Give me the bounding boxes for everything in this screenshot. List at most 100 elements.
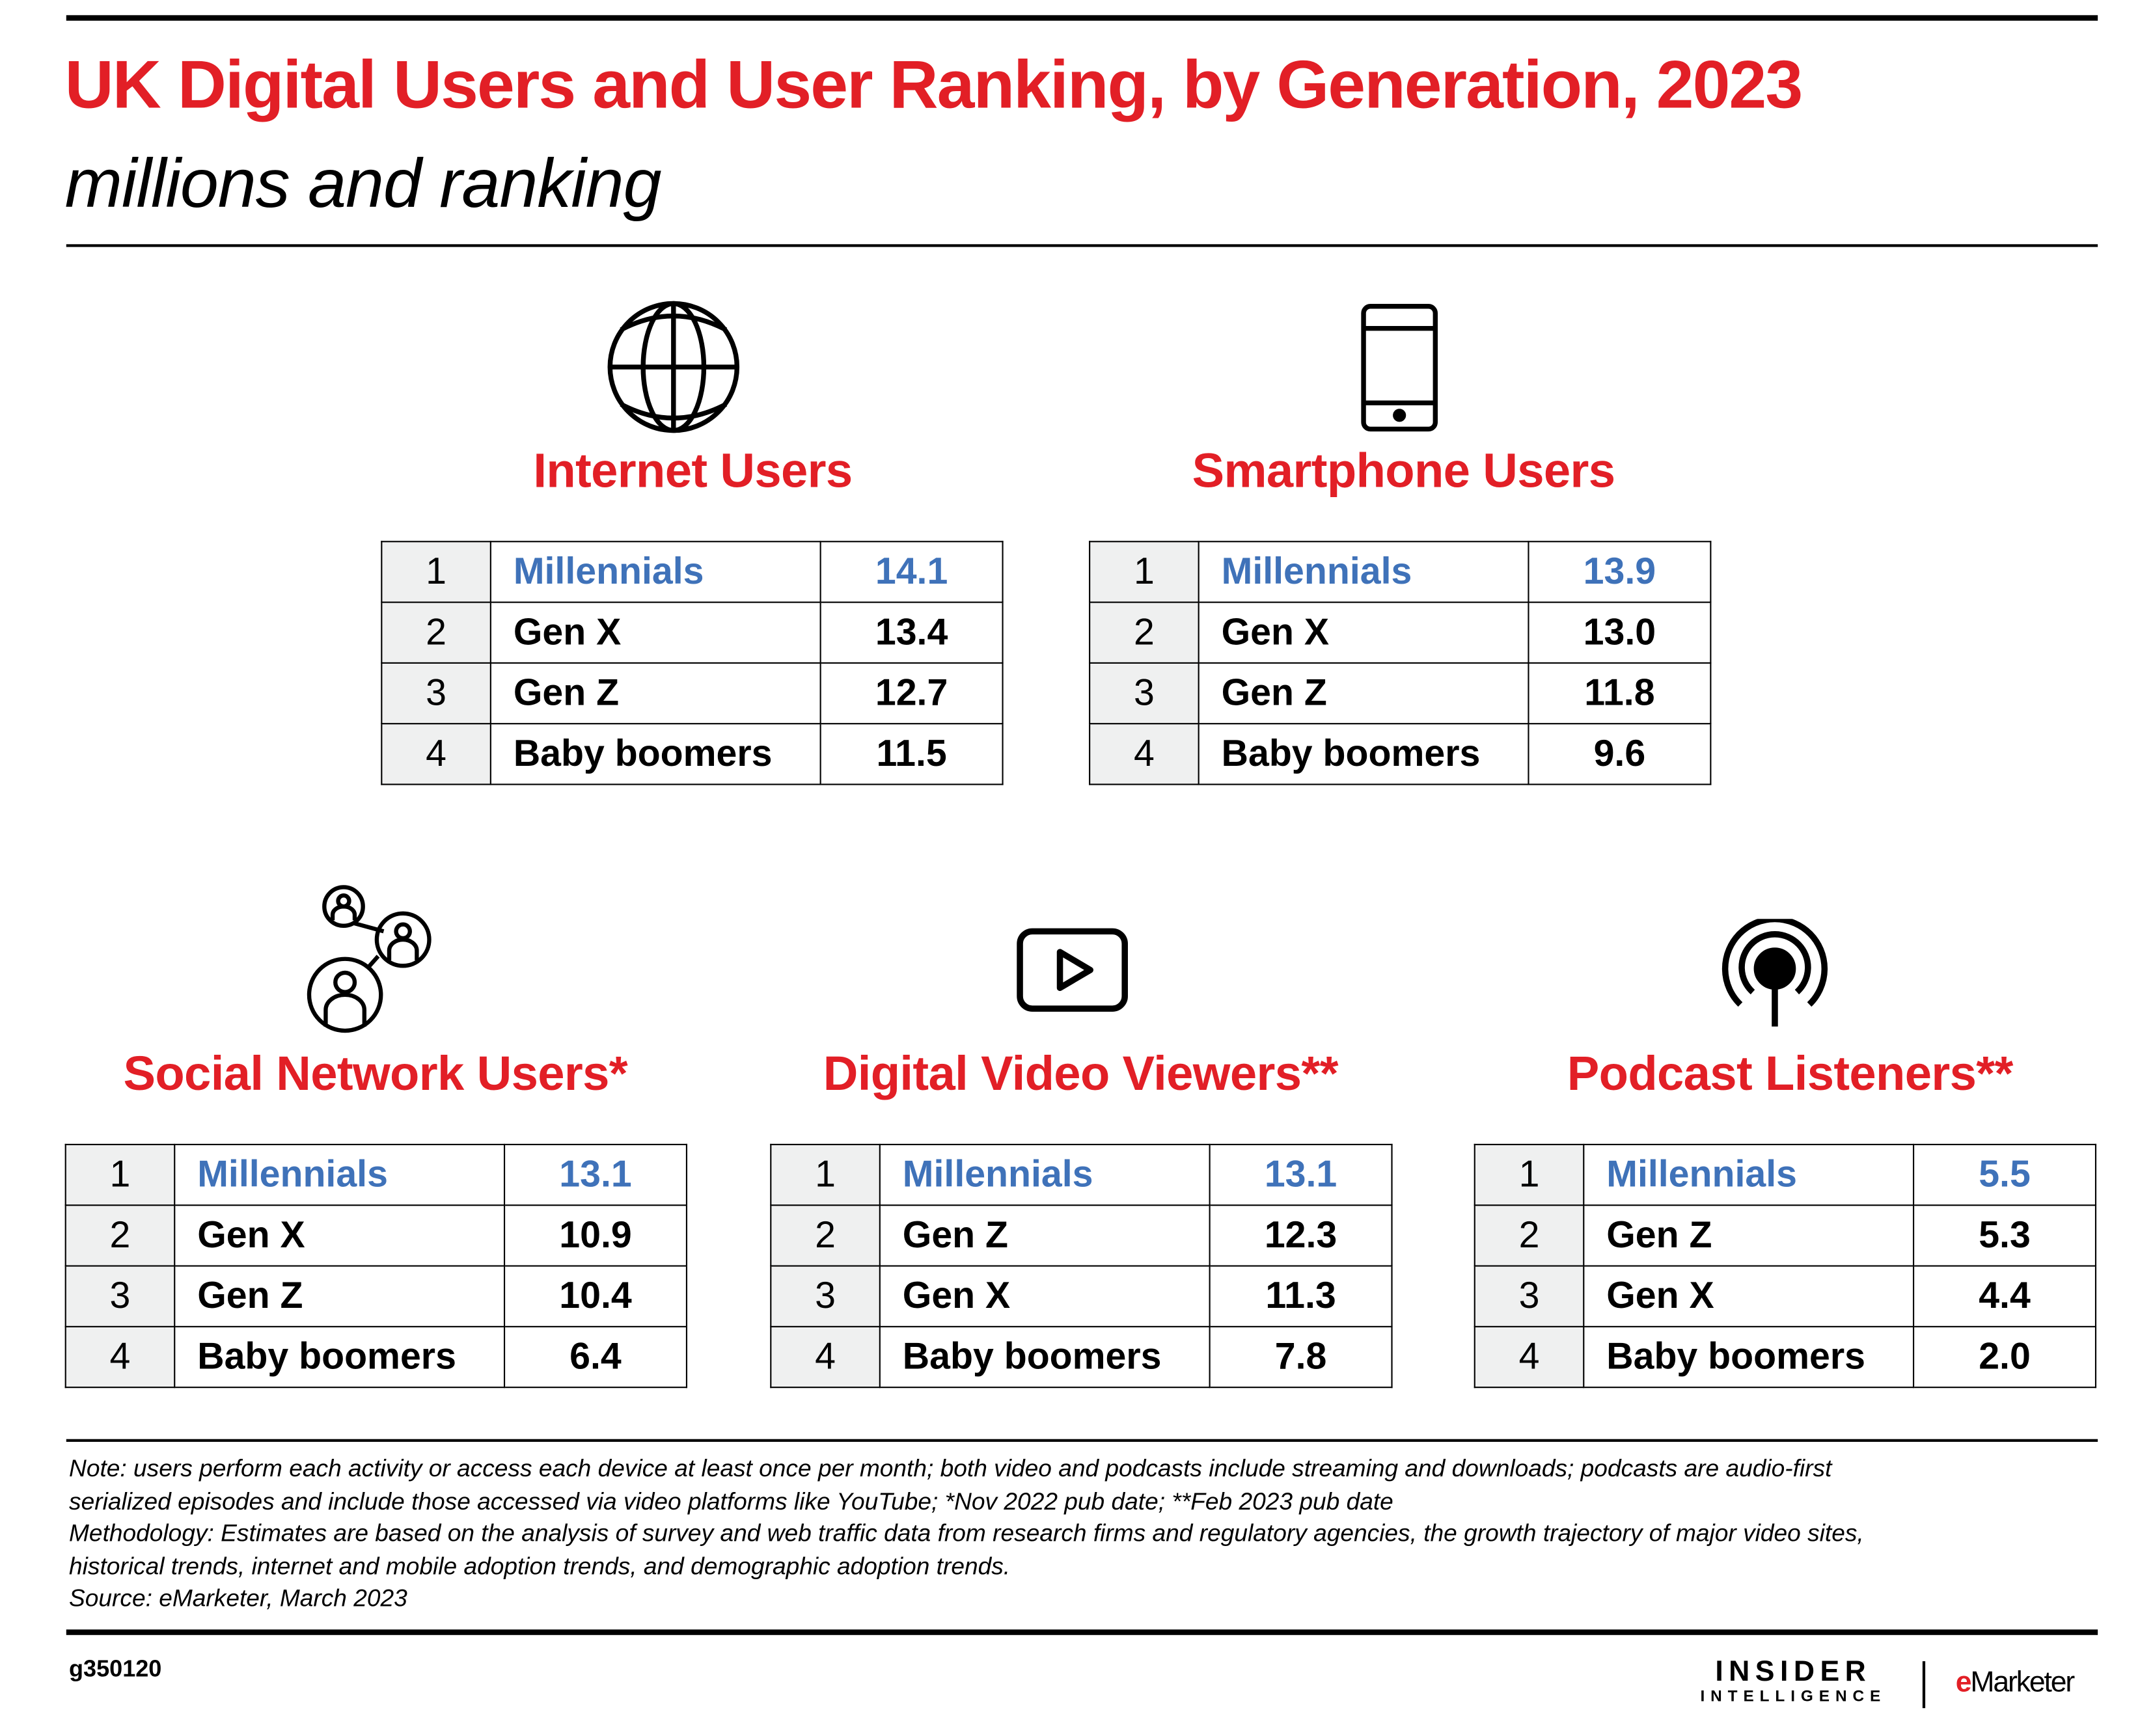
table-row: 1 Millennials 14.1 xyxy=(381,541,1004,603)
value-cell: 13.9 xyxy=(1528,541,1712,603)
table-row: 1 Millennials 13.1 xyxy=(64,1143,688,1206)
generation-cell: Baby boomers xyxy=(174,1325,506,1389)
value-cell: 12.7 xyxy=(819,662,1004,725)
rank-cell: 4 xyxy=(64,1325,176,1389)
rank-cell: 2 xyxy=(1089,601,1200,664)
note-line: Note: users perform each activity or acc… xyxy=(69,1454,1832,1482)
value-cell: 7.8 xyxy=(1209,1325,1393,1389)
generation-cell: Gen Z xyxy=(1583,1204,1915,1267)
top-rule xyxy=(66,15,2098,21)
generation-cell: Gen Z xyxy=(174,1265,506,1327)
rank-cell: 2 xyxy=(770,1204,881,1267)
notes-rule xyxy=(66,1439,2098,1442)
rank-cell: 1 xyxy=(64,1143,176,1206)
value-cell: 10.9 xyxy=(503,1204,688,1267)
value-cell: 13.1 xyxy=(1209,1143,1393,1206)
video-play-icon xyxy=(1017,928,1128,1012)
rank-cell: 4 xyxy=(1089,723,1200,785)
social-network-icon xyxy=(307,885,432,1033)
methodology-line: Methodology: Estimates are based on the … xyxy=(69,1519,1864,1547)
ranking-table: 1 Millennials 13.9 2 Gen X 13.0 3 Gen Z 11.8 4 Bab… xyxy=(1089,541,1712,785)
generation-cell: Gen X xyxy=(879,1265,1211,1327)
value-cell: 2.0 xyxy=(1913,1325,2097,1389)
value-cell: 10.4 xyxy=(503,1265,688,1327)
ranking-table: 1 Millennials 5.5 2 Gen Z 5.3 3 Gen X 4.4 4 Baby b… xyxy=(1474,1143,2097,1389)
logo-divider xyxy=(1922,1661,1925,1709)
chart-id: g350120 xyxy=(69,1655,162,1682)
generation-cell: Baby boomers xyxy=(489,723,821,785)
insider-intelligence-logo: INSIDER INTELLIGENCE xyxy=(1700,1656,1886,1705)
rank-cell: 4 xyxy=(1474,1325,1585,1389)
generation-cell: Gen X xyxy=(1198,601,1529,664)
table-row: 3 Gen X 11.3 xyxy=(770,1265,1393,1327)
table-row: 2 Gen Z 5.3 xyxy=(1474,1204,2097,1267)
ranking-table: 1 Millennials 13.1 2 Gen Z 12.3 3 Gen X 11.3 4 Bab… xyxy=(770,1143,1393,1389)
rank-cell: 3 xyxy=(1089,662,1200,725)
rank-cell: 3 xyxy=(770,1265,881,1327)
generation-cell: Millennials xyxy=(1198,541,1529,603)
value-cell: 11.5 xyxy=(819,723,1004,785)
table-row: 4 Baby boomers 7.8 xyxy=(770,1325,1393,1389)
logo-e: e xyxy=(1955,1666,1972,1699)
table-row: 2 Gen Z 12.3 xyxy=(770,1204,1393,1267)
table-row: 1 Millennials 13.1 xyxy=(770,1143,1393,1206)
generation-cell: Millennials xyxy=(879,1143,1211,1206)
value-cell: 5.5 xyxy=(1913,1143,2097,1206)
rank-cell: 1 xyxy=(381,541,491,603)
rank-cell: 2 xyxy=(64,1204,176,1267)
generation-cell: Gen X xyxy=(489,601,821,664)
table-row: 4 Baby boomers 6.4 xyxy=(64,1325,688,1389)
heading-internet-users: Internet Users xyxy=(533,444,853,498)
methodology-line: historical trends, internet and mobile a… xyxy=(69,1551,1011,1579)
value-cell: 13.1 xyxy=(503,1143,688,1206)
value-cell: 9.6 xyxy=(1528,723,1712,785)
generation-cell: Gen Z xyxy=(489,662,821,725)
rank-cell: 1 xyxy=(1474,1143,1585,1206)
generation-cell: Gen Z xyxy=(1198,662,1529,725)
heading-smartphone-users: Smartphone Users xyxy=(1192,444,1615,498)
table-row: 4 Baby boomers 2.0 xyxy=(1474,1325,2097,1389)
rank-cell: 1 xyxy=(770,1143,881,1206)
source-line: Source: eMarketer, March 2023 xyxy=(69,1584,407,1612)
logo-marketer: Marketer xyxy=(1970,1666,2075,1699)
globe-icon xyxy=(607,301,740,433)
generation-cell: Millennials xyxy=(1583,1143,1915,1206)
rank-cell: 3 xyxy=(64,1265,176,1327)
table-row: 1 Millennials 13.9 xyxy=(1089,541,1712,603)
page-title: UK Digital Users and User Ranking, by Ge… xyxy=(64,48,1803,123)
generation-cell: Baby boomers xyxy=(1198,723,1529,785)
generation-cell: Baby boomers xyxy=(879,1325,1211,1389)
ranking-table: 1 Millennials 14.1 2 Gen X 13.4 3 Gen Z 12.7 4 Bab… xyxy=(381,541,1004,785)
table-row: 2 Gen X 13.4 xyxy=(381,601,1004,664)
table-row: 3 Gen Z 10.4 xyxy=(64,1265,688,1327)
subtitle: millions and ranking xyxy=(64,144,662,223)
notes: Note: users perform each activity or acc… xyxy=(69,1453,2098,1615)
heading-digital-video-viewers: Digital Video Viewers** xyxy=(823,1047,1339,1102)
rank-cell: 3 xyxy=(1474,1265,1585,1327)
rank-cell: 1 xyxy=(1089,541,1200,603)
generation-cell: Baby boomers xyxy=(1583,1325,1915,1389)
table-row: 3 Gen X 4.4 xyxy=(1474,1265,2097,1327)
rank-cell: 2 xyxy=(381,601,491,664)
logo-intelligence-text: INTELLIGENCE xyxy=(1700,1689,1887,1705)
rank-cell: 4 xyxy=(381,723,491,785)
rank-cell: 4 xyxy=(770,1325,881,1389)
table-row: 2 Gen X 13.0 xyxy=(1089,601,1712,664)
smartphone-icon xyxy=(1361,304,1438,432)
generation-cell: Gen X xyxy=(174,1204,506,1267)
logo-insider-text: INSIDER xyxy=(1715,1655,1872,1688)
generation-cell: Millennials xyxy=(174,1143,506,1206)
value-cell: 4.4 xyxy=(1913,1265,2097,1327)
table-row: 3 Gen Z 12.7 xyxy=(381,662,1004,725)
value-cell: 11.8 xyxy=(1528,662,1712,725)
value-cell: 13.0 xyxy=(1528,601,1712,664)
footer-rule xyxy=(66,1629,2098,1635)
table-row: 4 Baby boomers 9.6 xyxy=(1089,723,1712,785)
value-cell: 14.1 xyxy=(819,541,1004,603)
heading-podcast-listeners: Podcast Listeners** xyxy=(1567,1047,2014,1102)
value-cell: 11.3 xyxy=(1209,1265,1393,1327)
heading-social-network-users: Social Network Users* xyxy=(123,1047,628,1102)
value-cell: 13.4 xyxy=(819,601,1004,664)
value-cell: 6.4 xyxy=(503,1325,688,1389)
